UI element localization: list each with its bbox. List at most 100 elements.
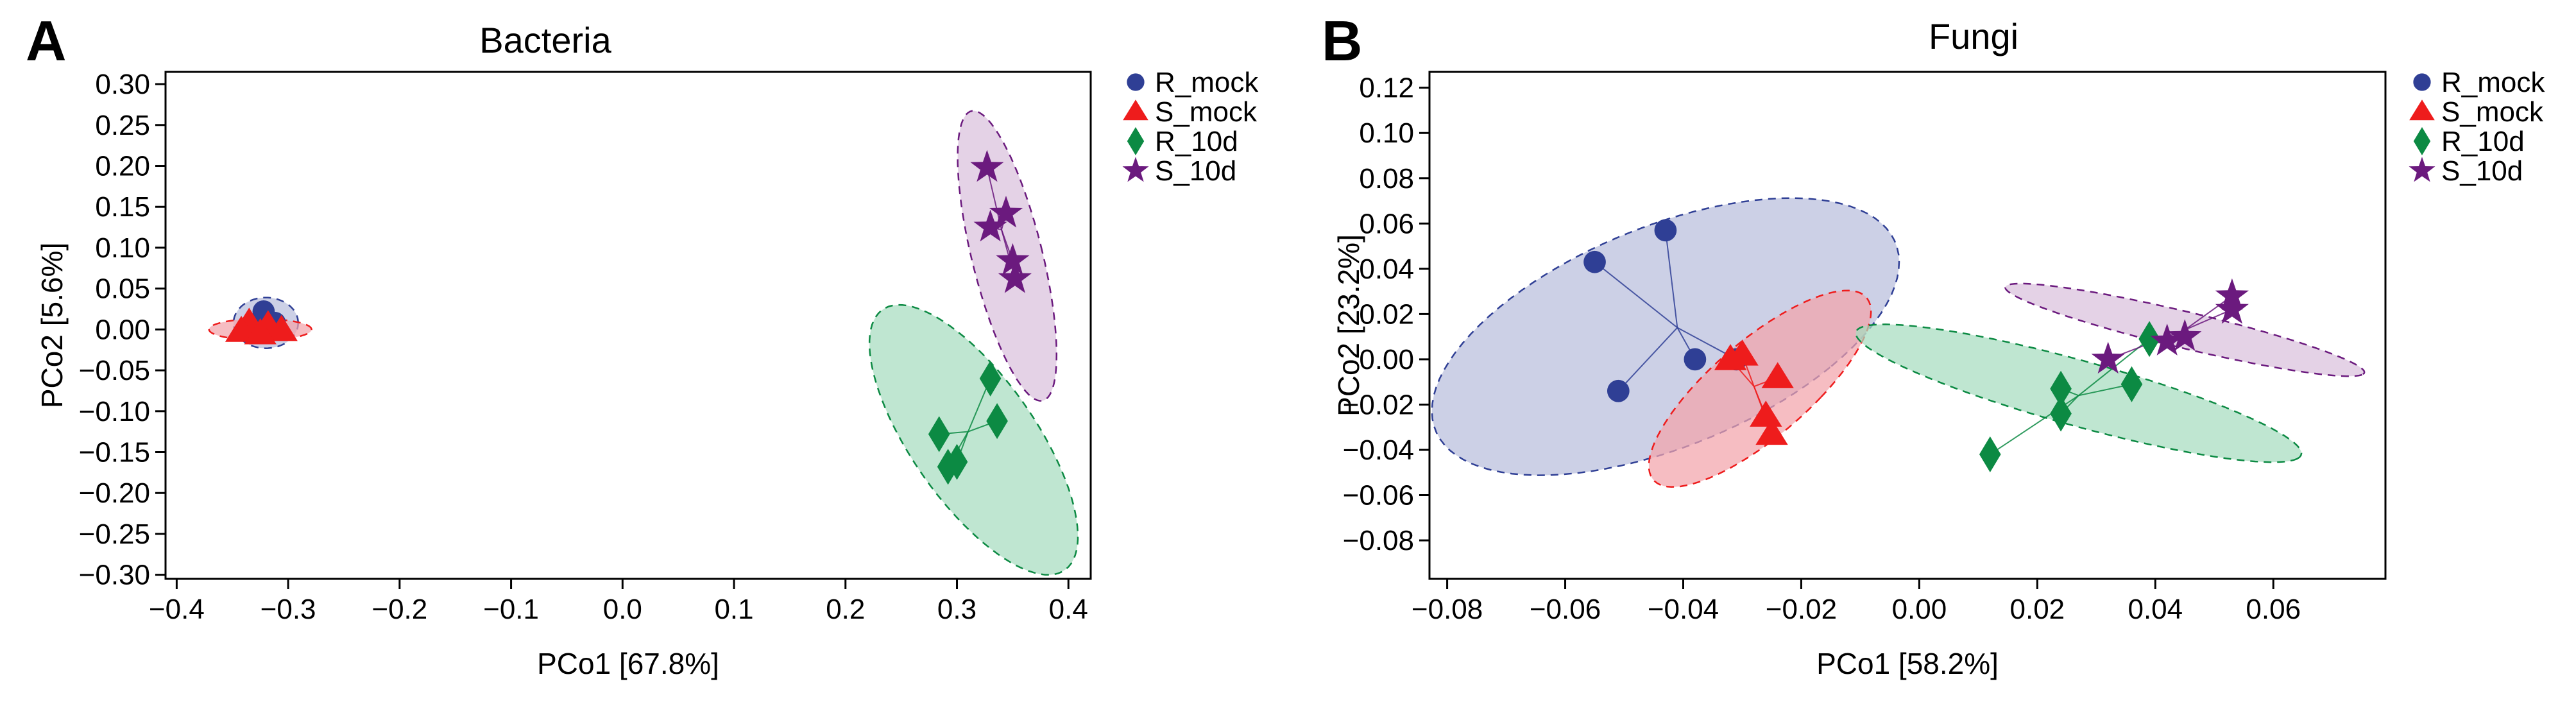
- y-tick-label: −0.02: [1343, 389, 1414, 420]
- x-tick-label: 0.0: [603, 594, 642, 625]
- chart-title: Fungi: [1929, 16, 2018, 56]
- legend-entry-s-mock: S_mock: [2409, 96, 2544, 128]
- data-point-r-mock: [1654, 219, 1677, 242]
- y-axis-label: PCo2 [23.2%]: [1332, 234, 1365, 416]
- x-tick-label: 0.1: [714, 594, 753, 625]
- legend-label: R_mock: [2441, 67, 2545, 98]
- y-tick-label: 0.30: [95, 69, 150, 100]
- y-tick-label: −0.25: [79, 519, 150, 550]
- data-point-r-10d: [2120, 366, 2143, 402]
- y-axis-label: PCo2 [5.6%]: [35, 243, 69, 408]
- x-tick-label: 0.04: [2128, 594, 2183, 625]
- y-tick-label: −0.20: [79, 477, 150, 509]
- x-tick-label: −0.3: [260, 594, 316, 625]
- legend-label: S_10d: [2441, 155, 2523, 187]
- y-tick-label: 0.04: [1359, 253, 1414, 285]
- x-tick-label: −0.02: [1766, 594, 1837, 625]
- data-point-s-mock: [265, 314, 298, 341]
- legend-entry-r-10d: R_10d: [2413, 126, 2525, 157]
- plot-area: [208, 110, 1079, 576]
- legend-entry-s-mock: S_mock: [1123, 96, 1258, 128]
- data-point-s-10d: [2215, 291, 2249, 324]
- spider-line-s-10d: [2184, 309, 2233, 331]
- legend-marker: [2409, 157, 2435, 182]
- data-point-s-10d: [970, 150, 1004, 182]
- legend-marker: [1123, 99, 1148, 121]
- data-point-s-10d: [996, 243, 1030, 275]
- chart-title: Bacteria: [479, 20, 611, 60]
- data-point-r-10d: [2138, 321, 2160, 357]
- x-tick-label: 0.00: [1892, 594, 1947, 625]
- data-point-r-10d: [937, 449, 959, 485]
- x-tick-label: 0.06: [2246, 594, 2301, 625]
- spider-line-s-10d: [2184, 295, 2233, 331]
- y-tick-label: 0.02: [1359, 298, 1414, 330]
- data-point-s-10d: [2091, 341, 2125, 374]
- confidence-ellipse-r-10d: [1855, 323, 2303, 463]
- data-point-s-10d: [989, 196, 1023, 228]
- y-tick-label: 0.00: [1359, 344, 1414, 375]
- x-tick-label: 0.02: [2010, 594, 2065, 625]
- y-tick-label: −0.05: [79, 355, 150, 386]
- legend-entry-r-mock: R_mock: [1127, 67, 1259, 98]
- data-point-r-mock: [1684, 348, 1707, 371]
- x-tick-label: −0.1: [483, 594, 539, 625]
- y-tick-label: 0.15: [95, 191, 150, 223]
- confidence-ellipse-s-mock: [1648, 289, 1872, 488]
- legend-marker: [2409, 99, 2435, 121]
- data-point-r-10d: [1979, 436, 2001, 472]
- data-point-s-10d: [2150, 323, 2184, 356]
- x-tick-label: −0.2: [371, 594, 427, 625]
- data-point-s-mock: [1714, 344, 1747, 370]
- data-point-s-mock: [244, 318, 277, 345]
- legend-label: S_mock: [1155, 96, 1258, 128]
- legend-entry-r-10d: R_10d: [1127, 126, 1238, 157]
- x-tick-label: 0.2: [826, 594, 865, 625]
- x-tick-label: −0.08: [1412, 594, 1483, 625]
- panel-label-b: B: [1322, 9, 1363, 73]
- confidence-ellipse-r-10d: [868, 304, 1079, 576]
- data-point-r-10d: [928, 416, 950, 452]
- panel-a-bacteria: A Bacteria −0.4 −0.3 −0.2 −0.1 0.0 0.1 0.2 0.3 0…: [26, 9, 1259, 680]
- x-axis-label: PCo1 [58.2%]: [1816, 647, 1999, 680]
- y-tick-label: −0.30: [79, 560, 150, 591]
- spider-line-r-mock: [1664, 230, 1678, 328]
- data-point-r-10d: [986, 403, 1008, 440]
- plot-frame: [164, 71, 1092, 580]
- y-tick-label: 0.10: [95, 232, 150, 264]
- legend-label: S_10d: [1155, 155, 1236, 187]
- data-point-r-10d: [2050, 395, 2072, 432]
- x-tick-label: 0.4: [1049, 594, 1088, 625]
- y-tick-label: −0.15: [79, 437, 150, 468]
- data-point-s-10d: [2168, 319, 2202, 351]
- y-tick-label: 0.12: [1359, 73, 1414, 104]
- plot-frame: [1428, 71, 2387, 580]
- y-tick-label: 0.20: [95, 151, 150, 182]
- legend-label: R_10d: [1155, 126, 1238, 157]
- panel-b-fungi: B Fungi −0.08 −0.06 −0.04 −0.02 0.00 0.02 0.04…: [1322, 9, 2545, 680]
- y-tick-label: −0.06: [1343, 480, 1414, 511]
- data-point-r-10d: [979, 360, 1002, 397]
- panel-label-a: A: [26, 9, 67, 73]
- confidence-ellipse-r-mock: [1431, 197, 1900, 476]
- data-point-s-mock: [1761, 362, 1794, 388]
- plot-area: [1431, 197, 2366, 488]
- legend-marker: [2413, 127, 2431, 155]
- legend-marker: [1127, 73, 1145, 91]
- data-point-s-10d: [973, 209, 1007, 242]
- x-axis-label: PCo1 [67.8%]: [537, 647, 719, 680]
- spider-line-r-mock: [1617, 327, 1678, 391]
- x-tick-label: 0.3: [937, 594, 977, 625]
- x-tick-label: −0.04: [1648, 594, 1719, 625]
- y-tick-label: 0.25: [95, 110, 150, 141]
- data-point-s-mock: [1750, 400, 1782, 427]
- legend-label: R_mock: [1155, 67, 1259, 98]
- data-point-r-10d: [2050, 370, 2072, 407]
- x-tick-label: −0.06: [1530, 594, 1601, 625]
- axis-ticks: −0.4 −0.3 −0.2 −0.1 0.0 0.1 0.2 0.3 0.4 0.30 0.25 0…: [79, 69, 1088, 625]
- legend-entry-s-10d: S_10d: [1122, 155, 1236, 187]
- legend-marker: [1122, 157, 1149, 182]
- data-point-s-10d: [998, 261, 1032, 293]
